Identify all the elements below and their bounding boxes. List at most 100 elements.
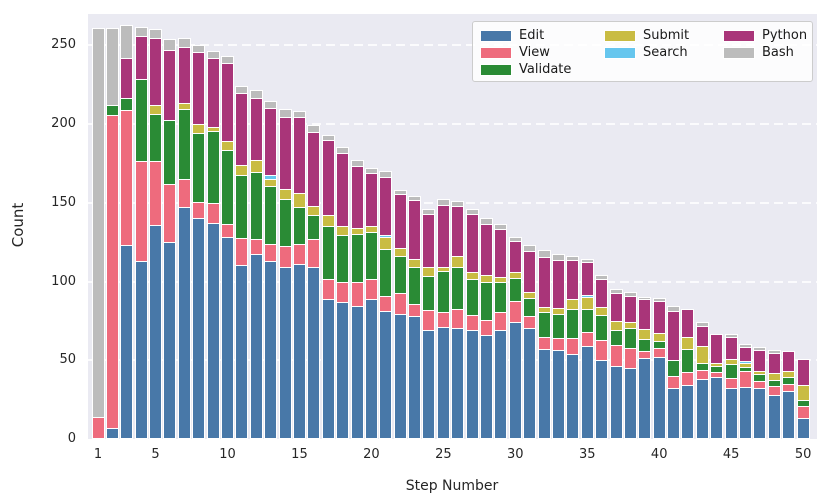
segment-validate-step-32 bbox=[538, 313, 550, 337]
segment-edit-step-13 bbox=[265, 261, 277, 438]
bar-step-46 bbox=[739, 344, 753, 439]
bar-step-20 bbox=[364, 167, 378, 439]
segment-edit-step-36 bbox=[596, 360, 608, 438]
segment-bash-step-27 bbox=[466, 209, 478, 215]
segment-validate-step-40 bbox=[653, 341, 665, 348]
segment-python-step-45 bbox=[725, 338, 737, 359]
segment-validate-step-24 bbox=[423, 277, 435, 311]
bar-step-47 bbox=[753, 346, 767, 439]
segment-validate-step-43 bbox=[696, 363, 708, 370]
segment-edit-step-46 bbox=[740, 387, 752, 438]
gridline-200 bbox=[88, 123, 817, 126]
segment-view-step-15 bbox=[293, 245, 305, 264]
x-axis-label: Step Number bbox=[405, 478, 499, 494]
bar-step-34 bbox=[566, 255, 580, 439]
y-tick-label-250: 250 bbox=[51, 37, 76, 53]
segment-submit-step-39 bbox=[639, 329, 651, 340]
segment-edit-step-26 bbox=[452, 329, 464, 438]
legend-box: Edit View Validate Submit Search Python Bash bbox=[472, 21, 813, 82]
segment-python-step-21 bbox=[380, 178, 392, 235]
segment-submit-step-13 bbox=[265, 180, 277, 187]
segment-edit-step-15 bbox=[293, 264, 305, 438]
bar-step-37 bbox=[609, 288, 623, 439]
segment-validate-step-15 bbox=[293, 207, 305, 245]
legend-swatch-view bbox=[480, 47, 512, 59]
segment-validate-step-18 bbox=[337, 236, 349, 282]
segment-submit-step-11 bbox=[236, 165, 248, 176]
bar-step-7 bbox=[177, 38, 191, 439]
y-tick-label-150: 150 bbox=[51, 194, 76, 210]
segment-edit-step-8 bbox=[193, 219, 205, 438]
x-tick-label-15: 15 bbox=[291, 447, 308, 462]
segment-view-step-3 bbox=[121, 111, 133, 245]
bar-step-9 bbox=[206, 51, 220, 439]
segment-submit-step-34 bbox=[567, 299, 579, 310]
segment-python-step-15 bbox=[293, 117, 305, 194]
segment-search-step-46 bbox=[740, 361, 752, 364]
segment-python-step-4 bbox=[135, 36, 147, 80]
bar-step-43 bbox=[695, 321, 709, 439]
segment-view-step-21 bbox=[380, 296, 392, 312]
segment-validate-step-16 bbox=[308, 215, 320, 240]
segment-bash-step-5 bbox=[150, 30, 162, 38]
segment-edit-step-33 bbox=[552, 351, 564, 438]
segment-validate-step-50 bbox=[797, 401, 809, 407]
segment-submit-step-46 bbox=[740, 364, 752, 368]
segment-edit-step-30 bbox=[509, 323, 521, 438]
segment-python-step-39 bbox=[639, 300, 651, 329]
segment-submit-step-28 bbox=[481, 276, 493, 283]
segment-validate-step-8 bbox=[193, 133, 205, 202]
segment-python-step-7 bbox=[178, 48, 190, 104]
segment-edit-step-12 bbox=[250, 255, 262, 438]
segment-view-step-49 bbox=[783, 385, 795, 392]
segment-view-step-45 bbox=[725, 378, 737, 389]
segment-edit-step-3 bbox=[121, 246, 133, 438]
segment-bash-step-38 bbox=[624, 292, 636, 297]
segment-bash-step-4 bbox=[135, 27, 147, 36]
segment-bash-step-3 bbox=[121, 26, 133, 58]
segment-edit-step-47 bbox=[754, 389, 766, 438]
segment-python-step-16 bbox=[308, 133, 320, 206]
segment-python-step-12 bbox=[250, 98, 262, 161]
segment-edit-step-5 bbox=[150, 225, 162, 438]
segment-view-step-16 bbox=[308, 240, 320, 267]
bar-step-36 bbox=[595, 274, 609, 439]
bar-step-5 bbox=[149, 29, 163, 439]
segment-python-step-3 bbox=[121, 58, 133, 99]
segment-submit-step-31 bbox=[524, 293, 536, 299]
segment-validate-step-29 bbox=[495, 283, 507, 312]
segment-validate-step-30 bbox=[509, 278, 521, 301]
segment-edit-step-38 bbox=[624, 368, 636, 438]
segment-submit-step-9 bbox=[207, 128, 219, 132]
segment-bash-step-32 bbox=[538, 250, 550, 257]
segment-edit-step-20 bbox=[365, 299, 377, 438]
segment-edit-step-23 bbox=[409, 316, 421, 438]
segment-edit-step-31 bbox=[524, 329, 536, 438]
bar-step-30 bbox=[508, 236, 522, 439]
segment-submit-step-10 bbox=[222, 142, 233, 151]
segment-edit-step-37 bbox=[610, 367, 622, 438]
y-tick-label-50: 50 bbox=[59, 352, 76, 368]
segment-bash-step-23 bbox=[409, 197, 421, 201]
segment-submit-step-8 bbox=[193, 124, 205, 133]
segment-python-step-9 bbox=[207, 59, 219, 128]
segment-bash-step-48 bbox=[768, 351, 780, 353]
segment-edit-step-42 bbox=[682, 386, 694, 438]
segment-view-step-27 bbox=[466, 315, 478, 330]
bar-step-31 bbox=[523, 244, 537, 439]
segment-bash-step-43 bbox=[696, 322, 708, 327]
segment-submit-step-25 bbox=[437, 268, 449, 272]
segment-python-step-37 bbox=[610, 293, 622, 321]
segment-edit-step-24 bbox=[423, 331, 435, 438]
segment-python-step-36 bbox=[596, 279, 608, 307]
bar-step-23 bbox=[408, 196, 422, 439]
segment-view-step-23 bbox=[409, 304, 421, 316]
segment-view-step-48 bbox=[768, 386, 780, 395]
segment-validate-step-2 bbox=[106, 105, 118, 115]
segment-submit-step-20 bbox=[365, 227, 377, 233]
segment-view-step-43 bbox=[696, 370, 708, 379]
legend-swatch-submit bbox=[604, 30, 636, 42]
segment-validate-step-41 bbox=[668, 360, 680, 377]
segment-submit-step-14 bbox=[279, 189, 291, 199]
y-axis-label: Count bbox=[9, 202, 27, 248]
